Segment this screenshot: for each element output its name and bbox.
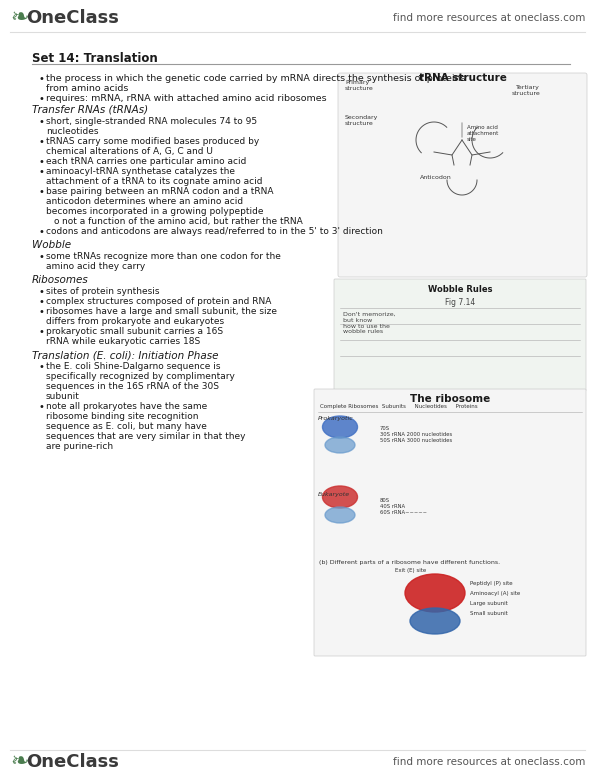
Text: (b) Different parts of a ribosome have different functions.: (b) Different parts of a ribosome have d… (319, 560, 500, 565)
Text: •: • (38, 74, 44, 84)
Text: •: • (38, 167, 44, 177)
Text: 70S
30S rRNA 2000 nucleotides
50S rRNA 3000 nucleotides: 70S 30S rRNA 2000 nucleotides 50S rRNA 3… (380, 426, 452, 443)
Text: differs from prokaryote and eukaryotes: differs from prokaryote and eukaryotes (46, 317, 224, 326)
Text: complex structures composed of protein and RNA: complex structures composed of protein a… (46, 297, 271, 306)
Text: are purine-rich: are purine-rich (46, 442, 113, 451)
Text: •: • (38, 307, 44, 317)
Text: anticodon determines where an amino acid: anticodon determines where an amino acid (46, 197, 243, 206)
Text: Ribosomes: Ribosomes (32, 275, 89, 285)
Text: codons and anticodons are always read/referred to in the 5' to 3' direction: codons and anticodons are always read/re… (46, 227, 383, 236)
Ellipse shape (322, 486, 358, 508)
Text: Exit (E) site: Exit (E) site (395, 568, 426, 573)
Text: Prokaryotic: Prokaryotic (318, 416, 353, 421)
Text: •: • (38, 297, 44, 307)
Text: sequences in the 16S rRNA of the 30S: sequences in the 16S rRNA of the 30S (46, 382, 219, 391)
Text: Complete Ribosomes  Subunits     Nucleotides     Proteins: Complete Ribosomes Subunits Nucleotides … (320, 404, 478, 409)
Text: note all prokaryotes have the same: note all prokaryotes have the same (46, 402, 207, 411)
Text: sites of protein synthesis: sites of protein synthesis (46, 287, 159, 296)
Text: tRNAS carry some modified bases produced by: tRNAS carry some modified bases produced… (46, 137, 259, 146)
Text: ❧: ❧ (10, 8, 29, 28)
FancyBboxPatch shape (334, 279, 586, 391)
Text: Aminoacyl (A) site: Aminoacyl (A) site (470, 591, 520, 596)
Text: •: • (38, 137, 44, 147)
Text: becomes incorporated in a growing polypeptide: becomes incorporated in a growing polype… (46, 207, 264, 216)
Text: find more resources at oneclass.com: find more resources at oneclass.com (393, 757, 585, 767)
Text: Eukaryote: Eukaryote (318, 492, 350, 497)
Ellipse shape (405, 574, 465, 612)
Text: base pairing between an mRNA codon and a tRNA: base pairing between an mRNA codon and a… (46, 187, 274, 196)
Text: nucleotides: nucleotides (46, 127, 99, 136)
Text: Tertiary
structure: Tertiary structure (511, 85, 540, 95)
Text: •: • (38, 157, 44, 167)
Text: •: • (38, 327, 44, 337)
Text: •: • (38, 287, 44, 297)
Ellipse shape (325, 437, 355, 453)
Text: •: • (38, 252, 44, 262)
Text: Large subunit: Large subunit (470, 601, 508, 606)
Text: •: • (38, 94, 44, 104)
Text: some tRNAs recognize more than one codon for the: some tRNAs recognize more than one codon… (46, 252, 281, 261)
Text: specifically recognized by complimentary: specifically recognized by complimentary (46, 372, 235, 381)
Text: the E. coli Shine-Dalgarno sequence is: the E. coli Shine-Dalgarno sequence is (46, 362, 221, 371)
Text: aminoacyl-tRNA synthetase catalyzes the: aminoacyl-tRNA synthetase catalyzes the (46, 167, 235, 176)
Text: Anticodon: Anticodon (420, 175, 452, 180)
Text: •: • (38, 227, 44, 237)
Text: •: • (38, 117, 44, 127)
Text: Primary
structure: Primary structure (345, 80, 374, 91)
Text: •: • (38, 402, 44, 412)
Text: Small subunit: Small subunit (470, 611, 508, 616)
Text: sequence as E. coli, but many have: sequence as E. coli, but many have (46, 422, 207, 431)
Text: find more resources at oneclass.com: find more resources at oneclass.com (393, 13, 585, 23)
Text: Translation (E. coli): Initiation Phase: Translation (E. coli): Initiation Phase (32, 350, 218, 360)
Text: sequences that are very similar in that they: sequences that are very similar in that … (46, 432, 246, 441)
Text: Secondary
structure: Secondary structure (345, 115, 378, 126)
Text: ribosome binding site recognition: ribosome binding site recognition (46, 412, 199, 421)
Text: ribosomes have a large and small subunit, the size: ribosomes have a large and small subunit… (46, 307, 277, 316)
FancyBboxPatch shape (338, 73, 587, 277)
Text: Wobble Rules: Wobble Rules (428, 285, 492, 294)
Text: Transfer RNAs (tRNAs): Transfer RNAs (tRNAs) (32, 105, 148, 115)
Ellipse shape (322, 416, 358, 438)
Text: •: • (38, 187, 44, 197)
Text: amino acid they carry: amino acid they carry (46, 262, 145, 271)
Text: Peptidyl (P) site: Peptidyl (P) site (470, 581, 513, 586)
Text: not a function of the amino acid, but rather the tRNA: not a function of the amino acid, but ra… (62, 217, 303, 226)
Text: Amino acid
attachment
site: Amino acid attachment site (467, 125, 499, 142)
Text: OneClass: OneClass (26, 9, 119, 27)
Text: tRNA structure: tRNA structure (418, 73, 506, 83)
Text: attachment of a tRNA to its cognate amino acid: attachment of a tRNA to its cognate amin… (46, 177, 262, 186)
Text: short, single-stranded RNA molecules 74 to 95: short, single-stranded RNA molecules 74 … (46, 117, 257, 126)
Text: chemical alterations of A, G, C and U: chemical alterations of A, G, C and U (46, 147, 213, 156)
Text: prokaryotic small subunit carries a 16S: prokaryotic small subunit carries a 16S (46, 327, 223, 336)
Text: Don't memorize,
but know
how to use the
wobble rules: Don't memorize, but know how to use the … (343, 312, 396, 334)
Text: The ribosome: The ribosome (410, 394, 490, 404)
Text: ❧: ❧ (10, 752, 29, 770)
Text: from amino acids: from amino acids (46, 84, 129, 93)
Text: Wobble: Wobble (32, 240, 71, 250)
Text: requires: mRNA, rRNA with attached amino acid ribosomes: requires: mRNA, rRNA with attached amino… (46, 94, 327, 103)
Text: each tRNA carries one particular amino acid: each tRNA carries one particular amino a… (46, 157, 246, 166)
Text: o: o (54, 217, 60, 226)
Text: the process in which the genetic code carried by mRNA directs the synthesis of p: the process in which the genetic code ca… (46, 74, 465, 83)
Text: Fig 7.14: Fig 7.14 (445, 298, 475, 307)
Text: •: • (38, 362, 44, 372)
Text: subunit: subunit (46, 392, 80, 401)
Text: Set 14: Translation: Set 14: Translation (32, 52, 158, 65)
Text: rRNA while eukaryotic carries 18S: rRNA while eukaryotic carries 18S (46, 337, 201, 346)
Text: 80S
40S rRNA
60S rRNA~~~~~: 80S 40S rRNA 60S rRNA~~~~~ (380, 498, 427, 514)
FancyBboxPatch shape (314, 389, 586, 656)
Ellipse shape (325, 507, 355, 523)
Ellipse shape (410, 608, 460, 634)
Text: OneClass: OneClass (26, 753, 119, 770)
